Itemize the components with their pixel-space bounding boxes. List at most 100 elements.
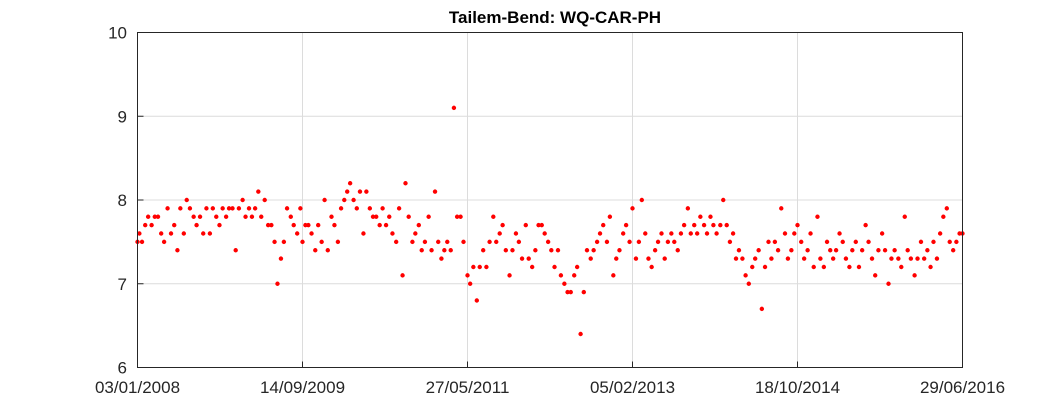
- x-tick-label: 14/09/2009: [260, 378, 345, 397]
- data-point: [756, 248, 761, 253]
- data-point: [604, 239, 610, 245]
- data-points: [135, 105, 965, 337]
- data-point: [265, 222, 271, 228]
- data-point: [572, 273, 577, 278]
- data-point: [342, 197, 347, 203]
- data-point: [581, 289, 586, 295]
- data-point: [465, 273, 470, 278]
- data-point: [597, 231, 603, 236]
- data-point: [736, 248, 742, 253]
- data-point: [588, 256, 593, 261]
- data-point: [558, 273, 564, 278]
- data-point: [830, 256, 836, 261]
- data-point: [494, 239, 499, 245]
- data-point: [918, 239, 924, 245]
- data-point: [617, 248, 622, 253]
- data-point: [698, 214, 703, 219]
- data-point: [259, 214, 264, 219]
- data-point: [256, 189, 261, 194]
- data-point: [291, 222, 296, 228]
- data-point: [300, 239, 305, 245]
- data-point: [262, 197, 267, 203]
- data-point: [500, 222, 505, 228]
- data-point: [471, 264, 476, 270]
- data-point: [145, 214, 151, 219]
- data-point: [853, 239, 858, 245]
- data-point: [733, 256, 739, 261]
- data-point: [950, 248, 956, 253]
- data-point: [481, 248, 486, 253]
- data-point: [681, 222, 687, 228]
- data-point: [937, 231, 943, 236]
- data-point: [201, 231, 206, 236]
- data-point: [639, 197, 645, 203]
- data-point: [484, 264, 489, 270]
- data-point: [896, 256, 901, 261]
- data-point: [752, 256, 758, 261]
- data-point: [769, 256, 774, 261]
- data-point: [194, 222, 199, 228]
- data-point: [905, 248, 910, 253]
- data-point: [821, 264, 827, 270]
- data-point: [207, 231, 213, 236]
- data-point: [775, 248, 781, 253]
- data-point: [782, 231, 788, 236]
- data-point: [316, 222, 321, 228]
- data-point: [620, 231, 626, 236]
- data-point: [928, 264, 933, 270]
- data-point: [298, 206, 303, 211]
- data-point: [507, 273, 512, 278]
- axis-tick-labels: 03/01/2008 14/09/2009 27/05/2011 05/02/2013…: [95, 24, 1005, 398]
- data-point: [139, 239, 145, 245]
- data-point: [565, 289, 570, 295]
- data-point: [704, 231, 710, 236]
- data-point: [536, 222, 541, 228]
- data-point: [915, 256, 920, 261]
- data-point: [236, 206, 242, 211]
- data-point: [562, 281, 567, 286]
- data-point: [491, 214, 496, 219]
- data-point: [954, 239, 959, 245]
- data-point: [882, 248, 888, 253]
- data-point: [772, 239, 778, 245]
- data-point: [161, 239, 167, 245]
- data-point: [730, 231, 736, 236]
- data-point: [246, 206, 252, 211]
- data-point: [925, 248, 930, 253]
- data-point: [487, 239, 492, 245]
- data-point: [345, 189, 350, 194]
- plot-frame: [137, 32, 963, 368]
- data-point: [533, 248, 538, 253]
- y-tick-label: 6: [118, 359, 127, 378]
- data-point: [513, 231, 519, 236]
- data-point: [692, 222, 697, 228]
- data-point: [941, 214, 946, 219]
- data-point: [795, 222, 800, 228]
- data-point: [406, 214, 411, 219]
- x-tick-label: 29/06/2016: [920, 378, 1005, 397]
- data-point: [601, 222, 606, 228]
- data-point: [721, 197, 726, 203]
- data-point: [859, 248, 865, 253]
- data-point: [281, 239, 287, 245]
- data-point: [633, 256, 639, 261]
- data-point: [672, 239, 677, 245]
- data-point: [214, 214, 219, 219]
- data-point: [947, 239, 952, 245]
- data-point: [187, 206, 193, 211]
- data-point: [152, 214, 157, 219]
- x-tick-label: 27/05/2011: [426, 378, 510, 397]
- data-point: [294, 231, 300, 236]
- data-point: [168, 231, 174, 236]
- data-point: [655, 239, 661, 245]
- data-point: [178, 206, 183, 211]
- data-point: [649, 264, 654, 270]
- data-point: [429, 248, 434, 253]
- data-point: [714, 231, 719, 236]
- data-point: [766, 239, 771, 245]
- data-point: [278, 256, 284, 261]
- data-point: [611, 273, 616, 278]
- data-point: [662, 256, 667, 261]
